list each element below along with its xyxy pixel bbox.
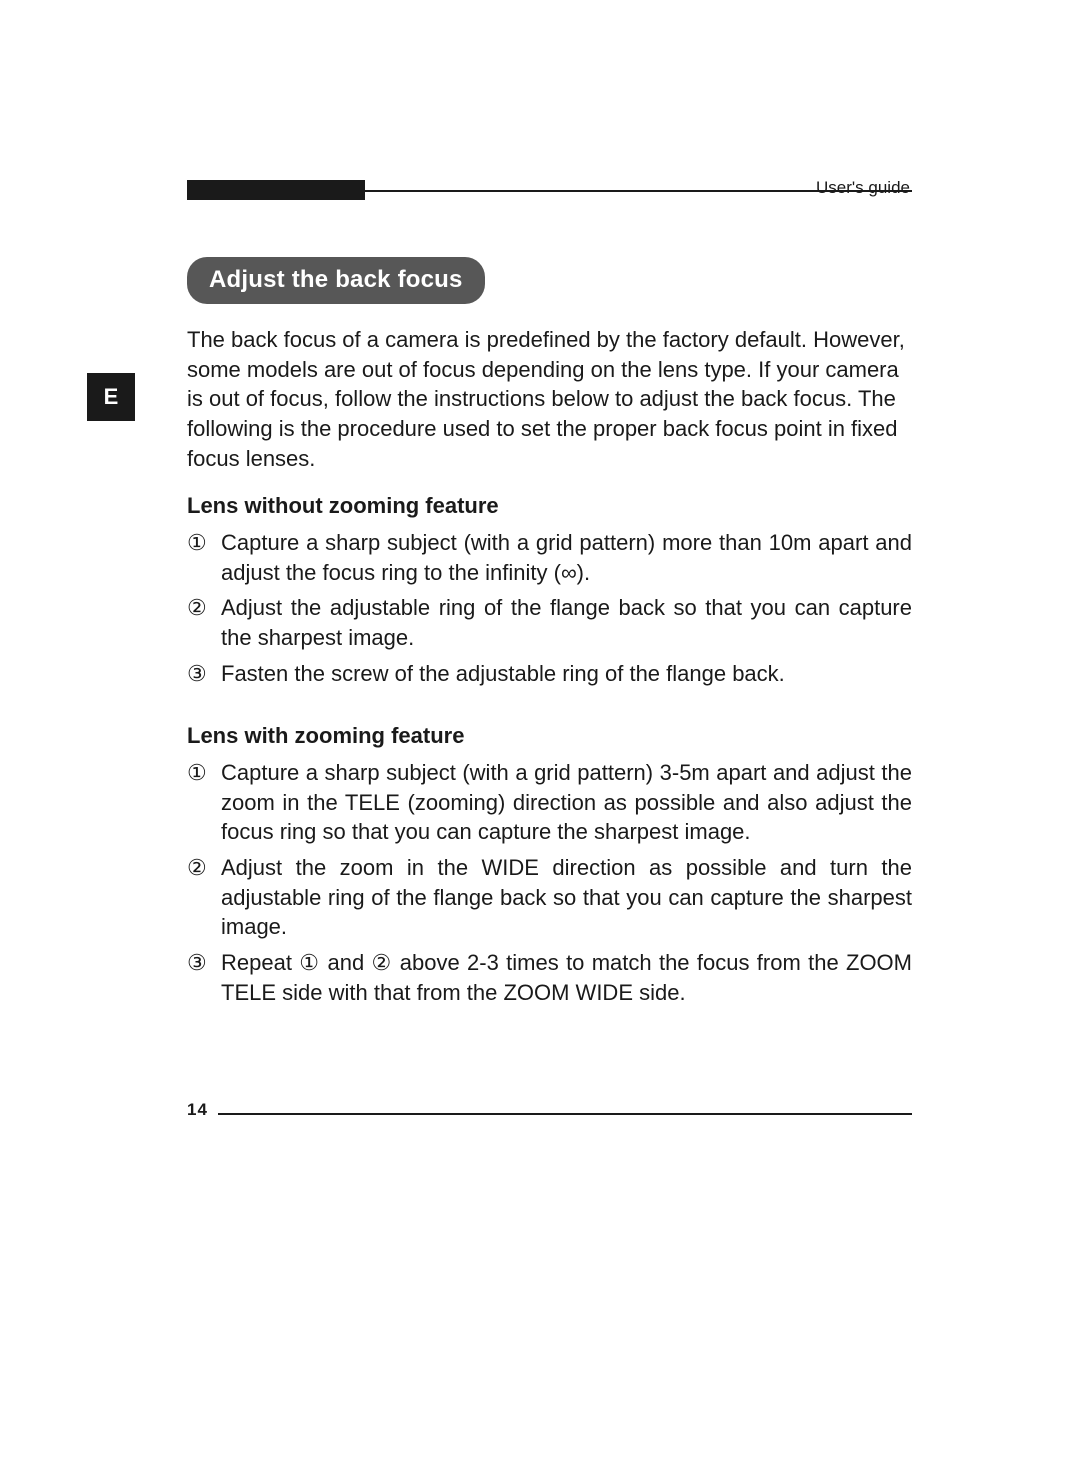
- item-number: ①: [187, 528, 221, 587]
- language-tab: E: [87, 373, 135, 421]
- list-item: ③ Repeat ① and ② above 2-3 times to matc…: [187, 948, 912, 1007]
- item-text: Fasten the screw of the adjustable ring …: [221, 659, 912, 689]
- item-text: Capture a sharp subject (with a grid pat…: [221, 758, 912, 847]
- item-number: ②: [187, 853, 221, 942]
- item-text: Capture a sharp subject (with a grid pat…: [221, 528, 912, 587]
- item-text: Repeat ① and ② above 2-3 times to match …: [221, 948, 912, 1007]
- list-item: ② Adjust the adjustable ring of the flan…: [187, 593, 912, 652]
- item-number: ③: [187, 659, 221, 689]
- page: User's guide E Adjust the back focus The…: [0, 0, 1080, 1473]
- item-number: ①: [187, 758, 221, 847]
- subheading-zoom: Lens with zooming feature: [187, 723, 464, 749]
- list-item: ② Adjust the zoom in the WIDE direction …: [187, 853, 912, 942]
- section-title: Adjust the back focus: [187, 257, 485, 304]
- list-zoom: ① Capture a sharp subject (with a grid p…: [187, 758, 912, 1014]
- item-number: ③: [187, 948, 221, 1007]
- footer-rule: [187, 1113, 912, 1115]
- list-item: ① Capture a sharp subject (with a grid p…: [187, 758, 912, 847]
- item-text: Adjust the zoom in the WIDE direction as…: [221, 853, 912, 942]
- subheading-no-zoom: Lens without zooming feature: [187, 493, 499, 519]
- page-number: 14: [179, 1100, 218, 1120]
- item-number: ②: [187, 593, 221, 652]
- header-bar: [187, 180, 365, 200]
- item-text: Adjust the adjustable ring of the flange…: [221, 593, 912, 652]
- list-item: ③ Fasten the screw of the adjustable rin…: [187, 659, 912, 689]
- header-label: User's guide: [816, 178, 910, 198]
- list-no-zoom: ① Capture a sharp subject (with a grid p…: [187, 528, 912, 694]
- intro-paragraph: The back focus of a camera is predefined…: [187, 325, 912, 473]
- list-item: ① Capture a sharp subject (with a grid p…: [187, 528, 912, 587]
